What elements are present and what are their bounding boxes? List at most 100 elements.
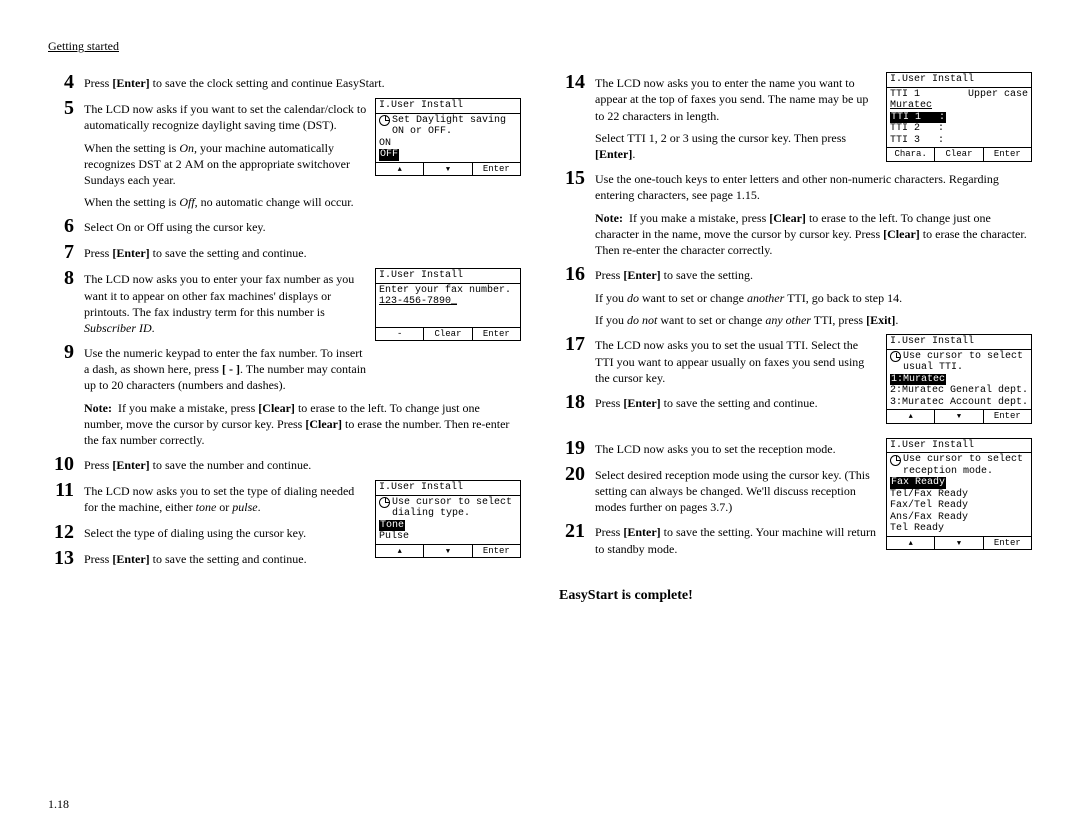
lcd-btn-clear: Clear — [424, 328, 472, 340]
lcd-opt: 3:Muratec Account dept. — [890, 397, 1028, 409]
lcd-reception: I.User Install Use cursor to select rece… — [886, 438, 1032, 550]
step-16: 16 Press [Enter] to save the setting. — [559, 264, 1032, 284]
lcd-btn-down — [424, 163, 472, 175]
lcd-btn-enter: Enter — [984, 537, 1031, 549]
step-text: Press [Enter] to save the setting and co… — [84, 548, 367, 567]
lcd-line: TTI 1 — [890, 89, 920, 101]
lcd-btn-down — [935, 537, 983, 549]
step-20: 20 Select desired reception mode using t… — [559, 464, 878, 516]
step-17: 17 The LCD now asks you to set the usual… — [559, 334, 878, 386]
lcd-btn-enter: Enter — [984, 410, 1031, 422]
lcd-title: I.User Install — [376, 481, 520, 496]
step-number: 10 — [48, 454, 74, 474]
lcd-btn-down — [424, 545, 472, 557]
step-text: The LCD now asks if you want to set the … — [84, 98, 367, 133]
lcd-line: ON or OFF. — [392, 126, 452, 138]
step-number: 6 — [48, 216, 74, 236]
step-16-extra-a: If you do want to set or change another … — [595, 290, 1032, 306]
lcd-line: Enter your fax number. — [379, 285, 517, 297]
clock-icon — [379, 497, 390, 508]
completion-message: EasyStart is complete! — [559, 587, 1032, 606]
lcd-opt: Tel/Fax Ready — [890, 489, 1028, 501]
lcd-line: Use cursor to select — [903, 351, 1023, 363]
step-number: 18 — [559, 392, 585, 412]
lcd-btn-enter: Enter — [984, 148, 1031, 160]
step-15: 15 Use the one-touch keys to enter lette… — [559, 168, 1032, 203]
clock-icon — [890, 351, 901, 362]
clock-icon — [890, 455, 901, 466]
step-number: 16 — [559, 264, 585, 284]
step-6: 6 Select On or Off using the cursor key. — [48, 216, 521, 236]
step-text: Use the numeric keypad to enter the fax … — [84, 342, 367, 394]
clock-icon — [379, 115, 390, 126]
step-number: 20 — [559, 464, 585, 484]
step-text: Press [Enter] to save the setting and co… — [595, 392, 878, 411]
step-text: Press [Enter] to save the setting. Your … — [595, 521, 878, 556]
lcd-opt: 2:Muratec General dept. — [890, 385, 1028, 397]
step-text: Use the one-touch keys to enter letters … — [595, 168, 1032, 203]
lcd-opt-selected: OFF — [379, 149, 399, 161]
lcd-dial: I.User Install Use cursor to select dial… — [375, 480, 521, 558]
lcd-btn-enter: Enter — [473, 545, 520, 557]
step-text: Press [Enter] to save the clock setting … — [84, 72, 521, 91]
step-text: The LCD now asks you to enter your fax n… — [84, 268, 367, 336]
step-5-note-b: When the setting is Off, no automatic ch… — [84, 194, 521, 210]
step-number: 7 — [48, 242, 74, 262]
lcd-btn-chara: Chara. — [887, 148, 935, 160]
step-text: Select On or Off using the cursor key. — [84, 216, 521, 235]
step-text: Select the type of dialing using the cur… — [84, 522, 367, 541]
lcd-opt: Fax/Tel Ready — [890, 500, 1028, 512]
step-7: 7 Press [Enter] to save the setting and … — [48, 242, 521, 262]
step-21: 21 Press [Enter] to save the setting. Yo… — [559, 521, 878, 556]
lcd-opt: Ans/Fax Ready — [890, 512, 1028, 524]
content-columns: 4 Press [Enter] to save the clock settin… — [48, 72, 1032, 605]
step-10: 10 Press [Enter] to save the number and … — [48, 454, 521, 474]
page-number: 1.18 — [48, 796, 69, 812]
step-11: 11 The LCD now asks you to set the type … — [48, 480, 367, 515]
step-text: Press [Enter] to save the number and con… — [84, 454, 521, 473]
step-9: 9 Use the numeric keypad to enter the fa… — [48, 342, 367, 394]
step-text: The LCD now asks you to set the type of … — [84, 480, 367, 515]
note-9: Note: If you make a mistake, press [Clea… — [84, 400, 521, 449]
step-number: 4 — [48, 72, 74, 92]
step-number: 17 — [559, 334, 585, 354]
lcd-btn-up — [887, 537, 935, 549]
lcd-opt-selected: 1:Muratec — [890, 374, 946, 386]
step-12: 12 Select the type of dialing using the … — [48, 522, 367, 542]
lcd-btn-up — [376, 163, 424, 175]
lcd-btn-down — [935, 410, 983, 422]
lcd-line-selected: TTI 1 : — [890, 112, 946, 124]
lcd-btn-clear: Clear — [935, 148, 983, 160]
step-16-extra-b: If you do not want to set or change any … — [595, 312, 1032, 328]
lcd-line: usual TTI. — [903, 362, 963, 374]
lcd-dst: I.User Install Set Daylight saving ON or… — [375, 98, 521, 176]
note-15: Note: If you make a mistake, press [Clea… — [595, 210, 1032, 259]
lcd-opt: Pulse — [379, 531, 517, 543]
step-number: 13 — [48, 548, 74, 568]
lcd-opt-selected: Tone — [379, 520, 405, 532]
lcd-tti: I.User Install TTI 1Upper case Muratec T… — [886, 72, 1032, 161]
page-header: Getting started — [48, 38, 1032, 54]
right-column: I.User Install TTI 1Upper case Muratec T… — [559, 72, 1032, 605]
step-text: Press [Enter] to save the setting and co… — [84, 242, 521, 261]
step-number: 9 — [48, 342, 74, 362]
lcd-title: I.User Install — [887, 73, 1031, 88]
step-number: 21 — [559, 521, 585, 541]
left-column: 4 Press [Enter] to save the clock settin… — [48, 72, 521, 605]
step-8: 8 The LCD now asks you to enter your fax… — [48, 268, 367, 336]
lcd-opt-selected: Fax Ready — [890, 477, 946, 489]
lcd-line: TTI 2 : — [890, 123, 1028, 135]
step-number: 14 — [559, 72, 585, 92]
step-4: 4 Press [Enter] to save the clock settin… — [48, 72, 521, 92]
lcd-line: Set Daylight saving — [392, 115, 506, 127]
step-number: 15 — [559, 168, 585, 188]
lcd-btn-dash: - — [376, 328, 424, 340]
lcd-title: I.User Install — [376, 269, 520, 284]
lcd-opt: ON — [379, 138, 517, 150]
step-5: 5 The LCD now asks if you want to set th… — [48, 98, 367, 133]
step-14: 14 The LCD now asks you to enter the nam… — [559, 72, 878, 124]
lcd-title: I.User Install — [376, 99, 520, 114]
lcd-fax: I.User Install Enter your fax number. 12… — [375, 268, 521, 341]
lcd-line: dialing type. — [392, 508, 470, 520]
step-number: 11 — [48, 480, 74, 500]
